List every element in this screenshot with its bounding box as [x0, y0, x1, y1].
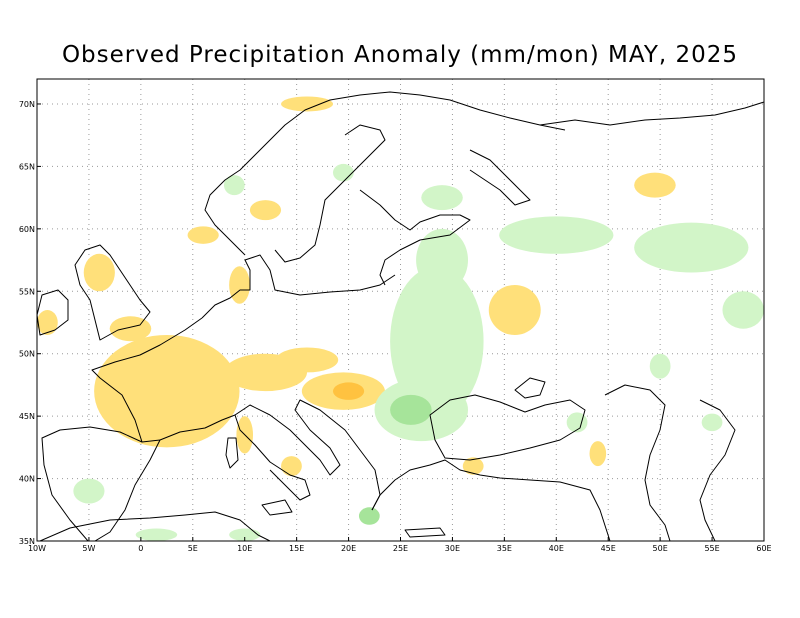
- dry-anomaly-region-4: [332, 382, 365, 400]
- dry-anomaly-region-15: [281, 456, 302, 477]
- longitude-tick-label: 55E: [704, 544, 719, 553]
- latitude-tick-label: 35N: [19, 537, 35, 546]
- coastline-mediterranean-north: [159, 399, 381, 511]
- latitude-tick-label: 55N: [19, 287, 35, 296]
- longitude-tick-label: 5E: [188, 544, 198, 553]
- wet-anomaly-region-26: [649, 353, 671, 379]
- dry-anomaly-region-9: [229, 266, 250, 304]
- coastline-france-atlantic: [91, 317, 203, 443]
- coastline-scandinavia: [204, 91, 566, 256]
- coastline-iberia: [41, 426, 161, 541]
- dry-anomaly-region-6: [83, 253, 115, 292]
- dry-anomaly-region-5: [275, 347, 339, 373]
- latitude-tick-label: 40N: [19, 475, 35, 484]
- coastline-ireland: [37, 289, 69, 336]
- latitude-tick-label: 70N: [19, 100, 35, 109]
- coastline-azov: [514, 377, 546, 399]
- coastline-arctic: [539, 101, 764, 126]
- longitude-tick-label: 50E: [653, 544, 668, 553]
- coastline-baltic-west: [274, 124, 386, 263]
- coastlines: [37, 91, 764, 541]
- coastline-baltic-east: [359, 189, 471, 286]
- wet-anomaly-region-33: [223, 175, 245, 196]
- coastline-italy: [234, 414, 311, 501]
- longitude-tick-label: 15E: [289, 544, 304, 553]
- dry-anomaly-region-1: [94, 334, 240, 448]
- dry-anomaly-region-17: [589, 441, 607, 467]
- coastline-white-sea: [469, 149, 531, 206]
- coastline-north-sea-continent: [201, 254, 396, 319]
- wet-anomaly-region-27: [421, 185, 463, 211]
- longitude-tick-label: 0: [138, 544, 143, 553]
- dry-anomaly-region-18: [281, 96, 333, 112]
- latitude-tick-label: 50N: [19, 350, 35, 359]
- wet-anomaly-region-23: [499, 216, 614, 254]
- longitude-tick-label: 30E: [445, 544, 460, 553]
- dry-anomaly-region-16: [462, 457, 484, 475]
- wet-anomaly-region-34: [566, 412, 588, 433]
- dry-anomaly-region-7: [109, 316, 152, 342]
- wet-anomaly-region-28: [332, 163, 354, 182]
- dry-anomaly-region-8: [37, 310, 58, 335]
- wet-anomaly-region-19: [390, 266, 484, 417]
- longitude-tick-label: 35E: [497, 544, 512, 553]
- longitude-tick-label: 10W: [28, 544, 46, 553]
- wet-anomaly-region-21: [390, 394, 432, 425]
- coastline-sardinia: [225, 437, 239, 469]
- longitude-tick-label: 20E: [341, 544, 356, 553]
- longitude-tick-label: 5W: [82, 544, 95, 553]
- coastline-british-isles: [74, 244, 151, 341]
- latitude-tick-label: 65N: [19, 162, 35, 171]
- coastline-crete: [404, 527, 446, 538]
- wet-anomaly-region-22: [416, 228, 469, 292]
- wet-anomaly-region-24: [634, 222, 749, 273]
- coastline-black-sea: [429, 394, 586, 461]
- longitude-axis: 10W 5W 0 5E 10E 15E 20E 25E 30E 35E 40E 45E 50E 55E 60…: [28, 537, 772, 553]
- longitude-tick-label: 25E: [393, 544, 408, 553]
- latitude-tick-label: 60N: [19, 225, 35, 234]
- dry-anomaly-region-12: [249, 200, 282, 221]
- longitude-tick-label: 45E: [601, 544, 616, 553]
- dry-anomaly-region-11: [634, 172, 676, 198]
- dry-anomaly-region-13: [187, 226, 219, 244]
- dry-anomaly-region-10: [488, 285, 541, 335]
- coastline-sicily: [261, 499, 293, 516]
- latitude-tick-label: 45N: [19, 412, 35, 421]
- wet-anomaly-region-31: [229, 528, 261, 541]
- wet-anomaly-region-32: [358, 507, 380, 525]
- coastline-aegean: [371, 459, 611, 541]
- coastline-caspian-east: [699, 399, 736, 541]
- wet-anomaly-region-25: [722, 291, 764, 329]
- wet-anomaly-region-35: [701, 413, 723, 432]
- latitude-axis: 35N 40N 45N 50N 55N 60N 65N 70N: [19, 100, 41, 546]
- longitude-tick-label: 10E: [237, 544, 252, 553]
- map-title: Observed Precipitation Anomaly (mm/mon) …: [61, 42, 739, 68]
- longitude-tick-label: 60E: [756, 544, 771, 553]
- longitude-tick-label: 40E: [549, 544, 564, 553]
- wet-anomaly-region-30: [135, 528, 178, 541]
- wet-anomaly-region-29: [73, 478, 105, 504]
- anomaly-shading: [37, 96, 764, 541]
- coastline-caspian: [604, 384, 671, 541]
- coastline-north-africa: [39, 511, 271, 541]
